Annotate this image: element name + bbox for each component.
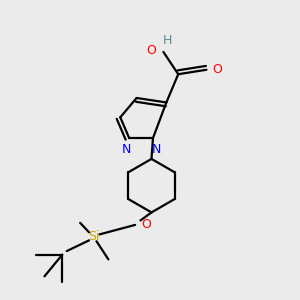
Text: O: O — [141, 218, 151, 231]
Text: N: N — [152, 143, 161, 156]
Text: H: H — [163, 34, 172, 46]
Text: Si: Si — [88, 230, 99, 243]
Text: O: O — [146, 44, 156, 57]
Text: N: N — [122, 143, 131, 156]
Text: O: O — [212, 63, 222, 76]
